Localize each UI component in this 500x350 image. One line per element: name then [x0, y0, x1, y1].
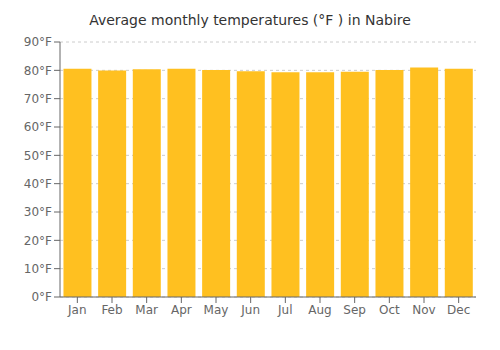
svg-text:20°F: 20°F: [24, 234, 52, 248]
svg-text:60°F: 60°F: [24, 120, 52, 134]
svg-text:Aug: Aug: [308, 303, 331, 317]
svg-text:Jun: Jun: [240, 303, 260, 317]
svg-text:Feb: Feb: [101, 303, 122, 317]
svg-text:50°F: 50°F: [24, 149, 52, 163]
svg-text:40°F: 40°F: [24, 177, 52, 191]
svg-text:Jan: Jan: [67, 303, 87, 317]
svg-text:Dec: Dec: [447, 303, 470, 317]
svg-text:May: May: [204, 303, 229, 317]
svg-text:Apr: Apr: [171, 303, 192, 317]
svg-text:Nov: Nov: [412, 303, 435, 317]
svg-text:90°F: 90°F: [24, 35, 52, 49]
svg-text:Jul: Jul: [277, 303, 292, 317]
svg-text:80°F: 80°F: [24, 64, 52, 78]
svg-text:Mar: Mar: [135, 303, 158, 317]
svg-text:10°F: 10°F: [24, 262, 52, 276]
svg-text:Oct: Oct: [379, 303, 400, 317]
html-text:Average monthly temperatures (: Average monthly temperatures (°F ) in Na…: [89, 12, 411, 28]
svg-text:Sep: Sep: [343, 303, 366, 317]
svg-text:30°F: 30°F: [24, 205, 52, 219]
svg-text:70°F: 70°F: [24, 92, 52, 106]
svg-text:0°F: 0°F: [31, 290, 52, 304]
